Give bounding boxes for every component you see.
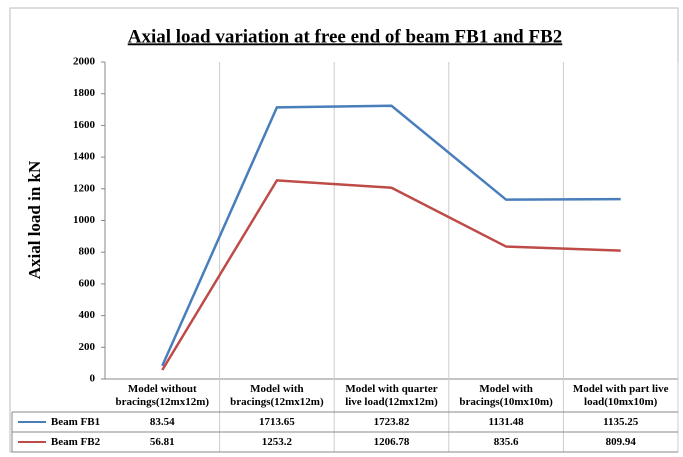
table-value: 1253.2 xyxy=(261,435,293,448)
table-value: 1206.78 xyxy=(373,435,410,448)
x-tick-label: Model with bracings(12mx12m) xyxy=(230,383,324,408)
x-tick-label: Model with part live load(10mx10m) xyxy=(572,383,669,408)
y-tick-label: 2000 xyxy=(73,56,96,68)
x-tick-label: Model with quarter live load(12mx12m) xyxy=(345,383,438,408)
y-tick-label: 1200 xyxy=(73,182,96,194)
y-tick-label: 1600 xyxy=(73,119,96,131)
x-tick-label: Model without bracings(12mx12m) xyxy=(115,383,210,408)
y-tick-label: 0 xyxy=(90,373,96,385)
table-value: 1713.65 xyxy=(259,415,295,428)
table-value: 835.6 xyxy=(493,435,519,448)
y-tick-label: 1000 xyxy=(73,214,96,226)
table-value: 1723.82 xyxy=(373,415,410,428)
y-tick-label: 600 xyxy=(79,277,96,289)
chart-border xyxy=(9,7,679,453)
x-tick-label: Model with bracings(10mx10m) xyxy=(459,383,553,408)
table-value: 1135.25 xyxy=(603,415,639,428)
table-value: 809.94 xyxy=(605,435,636,448)
chart-title: Axial load variation at free end of beam… xyxy=(128,26,563,47)
y-tick-label: 1400 xyxy=(73,151,96,163)
table-value: 56.81 xyxy=(149,435,175,448)
y-tick-label: 200 xyxy=(79,341,96,353)
table-value: 1131.48 xyxy=(488,415,524,428)
y-tick-label: 800 xyxy=(79,246,96,258)
legend-label: Beam FB2 xyxy=(50,435,101,448)
series-line xyxy=(161,179,621,371)
table-value: 83.54 xyxy=(149,415,175,428)
legend-label: Beam FB1 xyxy=(50,415,101,428)
series-line xyxy=(161,104,621,367)
y-tick-label: 1800 xyxy=(73,87,96,99)
y-tick-label: 400 xyxy=(79,309,96,321)
y-axis-label: Axial load in kN xyxy=(25,160,44,279)
